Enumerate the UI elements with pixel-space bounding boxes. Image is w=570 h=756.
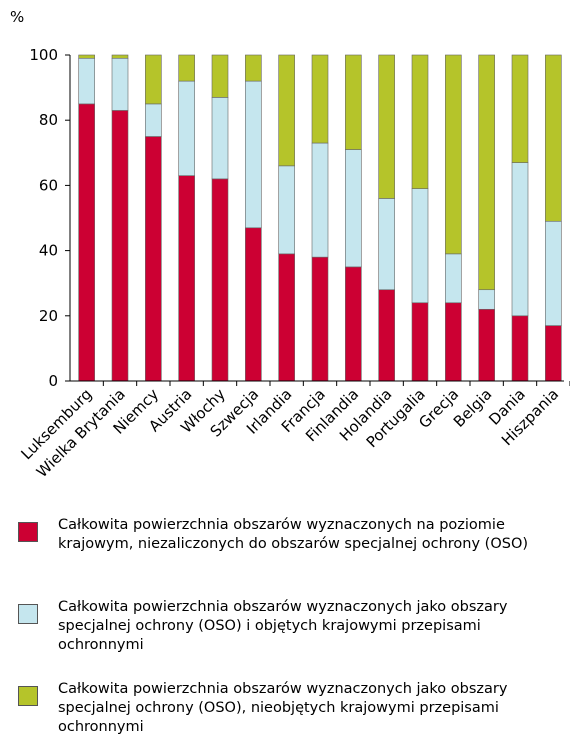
bar-segment [78,54,95,59]
bar-segment [445,253,462,304]
bar-segment [311,54,329,144]
y-tick-label: 40 [39,242,58,260]
legend-label: Całkowita powierzchnia obszarów wyznaczo… [58,599,508,653]
legend-swatch [18,686,38,706]
bar-segment [178,175,195,382]
bar-segment [178,54,195,82]
bar-segment [211,178,229,382]
bar-segment [378,289,395,382]
bar-segment [378,54,395,199]
bar-segment [445,302,462,382]
bar-segment [245,227,262,382]
y-tick-label: 60 [39,176,58,194]
bar-segment [545,220,562,326]
bar-segment [445,54,462,255]
bar-segment [411,54,429,189]
bar-segment [278,165,295,255]
bar-segment [478,54,495,291]
bar-segment [311,142,329,258]
legend-item: Całkowita powierzchnia obszarów wyznaczo… [18,680,558,737]
legend-item: Całkowita powierzchnia obszarów wyznaczo… [18,598,558,655]
y-tick-label: 0 [48,372,58,390]
legend-item: Całkowita powierzchnia obszarów wyznaczo… [18,516,558,554]
bar-segment [311,256,329,382]
y-tick-label: 100 [29,46,58,64]
y-axis-label: % [10,8,24,26]
legend-swatch [18,522,38,542]
x-tick-label: Belgia [450,385,496,431]
bar-segment [111,57,129,111]
bar-segment [545,325,562,382]
bar-segment [78,103,95,382]
bar-segment [511,162,529,317]
y-tick-label: 80 [39,111,58,129]
bar-segment [145,103,162,137]
bar-segment [278,253,295,382]
bar-segment [478,308,495,382]
bar-segment [278,54,295,167]
bar-segment [111,110,129,382]
bar-segment [145,54,162,105]
bar-segment [411,188,429,304]
y-tick-label: 20 [39,307,58,325]
legend-label: Całkowita powierzchnia obszarów wyznaczo… [58,517,529,552]
bar-segment [345,149,362,268]
bar-segment [345,266,362,382]
bar-segment [411,302,429,382]
bar-segment [378,198,395,291]
bar-segment [545,54,562,222]
bar-segment [245,80,262,229]
bar-segment [245,54,262,82]
bar-segment [478,289,495,310]
bar-segment [211,54,229,98]
bar-segment [511,54,529,163]
bar-segment [211,97,229,180]
bar-segment [345,54,362,150]
bar-segment [111,54,129,59]
bar-segment [145,136,162,382]
bar-segment [78,57,95,105]
bar-segment [178,80,195,176]
legend-label: Całkowita powierzchnia obszarów wyznaczo… [58,681,508,735]
legend-swatch [18,604,38,624]
bar-segment [511,315,529,382]
